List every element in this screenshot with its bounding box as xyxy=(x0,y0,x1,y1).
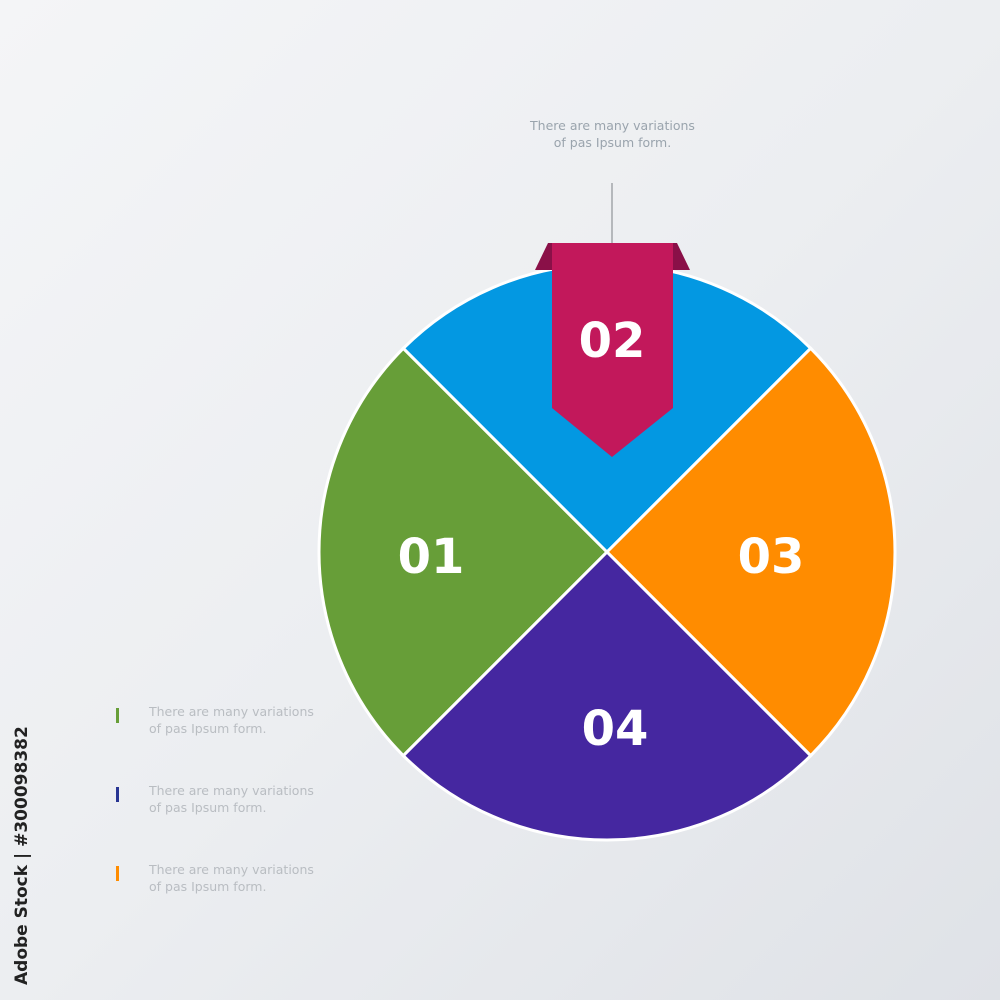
legend-text: There are many variations of pas Ipsum fo… xyxy=(149,783,314,815)
segment-03 xyxy=(604,346,897,758)
segment-label-04: 04 xyxy=(582,701,649,757)
ribbon-fold-left xyxy=(535,243,552,270)
segment-label-01: 01 xyxy=(398,529,465,585)
ribbon-label: 02 xyxy=(579,313,646,369)
segment-04 xyxy=(401,549,813,842)
watermark: Adobe Stock | #300098382 xyxy=(12,726,32,985)
segment-01 xyxy=(317,346,610,758)
top-note: There are many variations of pas Ipsum f… xyxy=(530,118,695,150)
legend-color-bar xyxy=(116,708,119,723)
legend-color-bar xyxy=(116,787,119,802)
legend-text: There are many variations of pas Ipsum fo… xyxy=(149,704,314,736)
segment-label-03: 03 xyxy=(738,529,805,585)
legend-color-bar xyxy=(116,866,119,881)
legend-text: There are many variations of pas Ipsum fo… xyxy=(149,862,314,894)
ribbon-fold-right xyxy=(673,243,690,270)
ribbon-marker xyxy=(552,243,673,457)
